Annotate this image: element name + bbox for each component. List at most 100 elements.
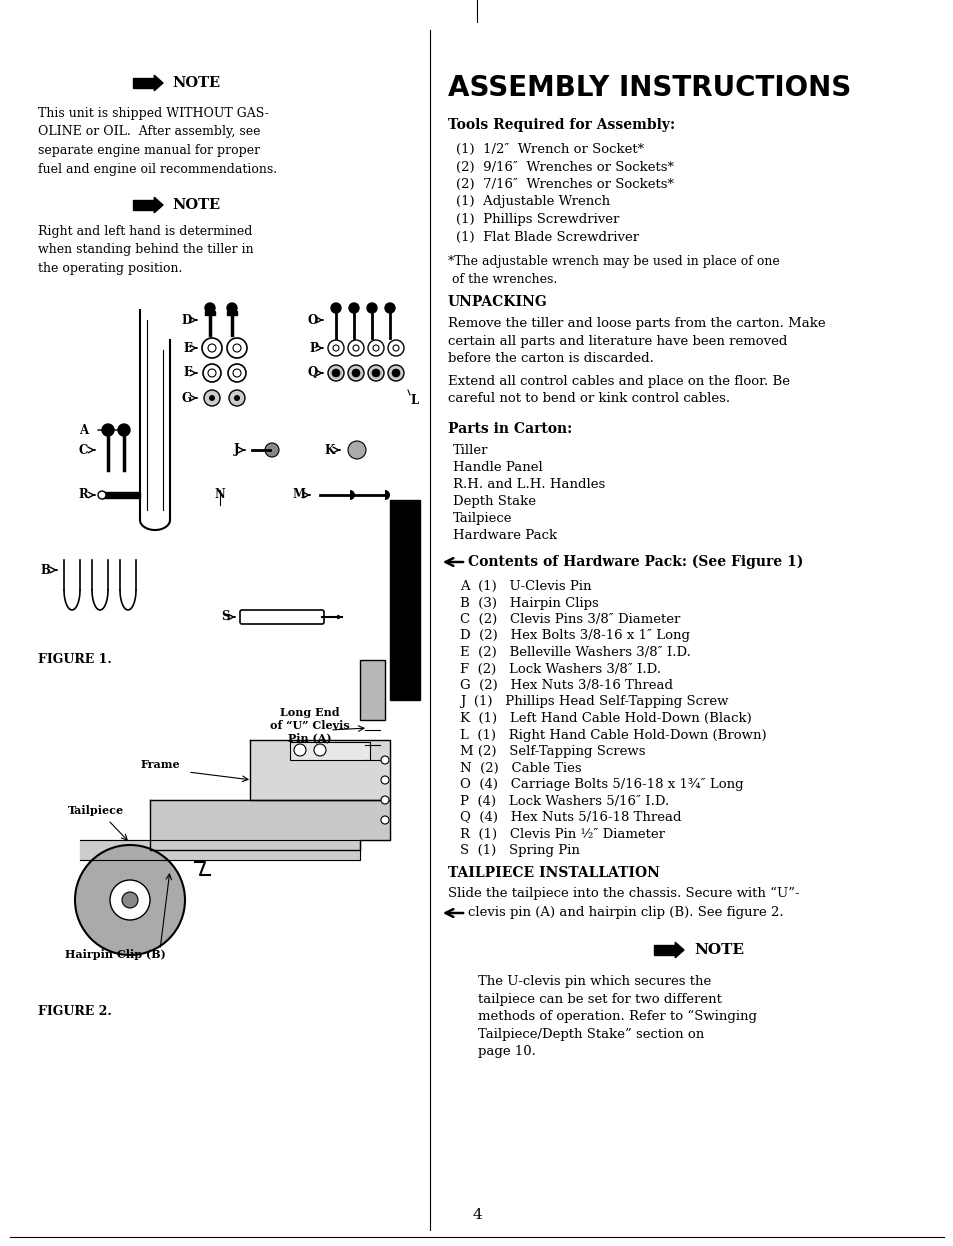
Text: Frame: Frame [140, 760, 180, 770]
Circle shape [314, 744, 326, 756]
Circle shape [380, 756, 389, 764]
Bar [359, 660, 385, 720]
Text: Contents of Hardware Pack: (See Figure 1): Contents of Hardware Pack: (See Figure 1… [468, 554, 802, 569]
Polygon shape [154, 75, 163, 91]
Text: The U-clevis pin which secures the
tailpiece can be set for two different
method: The U-clevis pin which secures the tailp… [477, 976, 757, 1058]
Bar [205, 312, 214, 315]
Circle shape [380, 776, 389, 784]
Circle shape [98, 491, 106, 498]
Text: E: E [183, 341, 192, 355]
Circle shape [102, 424, 113, 436]
Polygon shape [150, 800, 390, 850]
Text: Remove the tiller and loose parts from the carton. Make
certain all parts and li: Remove the tiller and loose parts from t… [448, 316, 824, 365]
Circle shape [265, 444, 278, 457]
Text: Tailpiece: Tailpiece [453, 512, 512, 525]
Text: M (2)   Self-Tapping Screws: M (2) Self-Tapping Screws [459, 745, 645, 758]
Text: F  (2)   Lock Washers 3/8″ I.D.: F (2) Lock Washers 3/8″ I.D. [459, 663, 660, 675]
Text: Tiller: Tiller [453, 444, 488, 457]
Text: (1)  1/2″  Wrench or Socket*: (1) 1/2″ Wrench or Socket* [456, 143, 643, 156]
Bar [133, 77, 154, 88]
Circle shape [372, 369, 379, 378]
Text: (2)  9/16″  Wrenches or Sockets*: (2) 9/16″ Wrenches or Sockets* [456, 161, 673, 173]
Text: N: N [214, 488, 225, 501]
Text: A  (1)   U-Clevis Pin: A (1) U-Clevis Pin [459, 579, 591, 593]
Circle shape [348, 441, 366, 459]
Circle shape [122, 892, 138, 908]
Text: (2)  7/16″  Wrenches or Sockets*: (2) 7/16″ Wrenches or Sockets* [456, 178, 673, 191]
Text: NOTE: NOTE [693, 943, 743, 957]
Circle shape [110, 880, 150, 920]
Text: UNPACKING: UNPACKING [448, 295, 547, 309]
Circle shape [294, 744, 306, 756]
Text: C: C [78, 444, 88, 456]
Text: *The adjustable wrench may be used in place of one
 of the wrenches.: *The adjustable wrench may be used in pl… [448, 255, 779, 287]
Circle shape [349, 303, 358, 313]
Text: Parts in Carton:: Parts in Carton: [448, 422, 572, 436]
Text: Tailpiece: Tailpiece [68, 805, 124, 815]
Text: P  (4)   Lock Washers 5/16″ I.D.: P (4) Lock Washers 5/16″ I.D. [459, 795, 669, 807]
Bar [227, 312, 236, 315]
Polygon shape [80, 840, 359, 860]
Text: B: B [40, 563, 50, 577]
Bar [290, 743, 370, 760]
Text: 4: 4 [472, 1209, 481, 1222]
Circle shape [229, 390, 245, 406]
Circle shape [368, 365, 384, 381]
Text: G  (2)   Hex Nuts 3/8-16 Thread: G (2) Hex Nuts 3/8-16 Thread [459, 679, 672, 692]
Text: R.H. and L.H. Handles: R.H. and L.H. Handles [453, 478, 604, 491]
Text: L: L [410, 394, 417, 406]
Text: Extend all control cables and place on the floor. Be
careful not to bend or kink: Extend all control cables and place on t… [448, 375, 789, 405]
Bar [390, 500, 419, 700]
Text: E  (2)   Belleville Washers 3/8″ I.D.: E (2) Belleville Washers 3/8″ I.D. [459, 645, 690, 659]
Text: Tools Required for Assembly:: Tools Required for Assembly: [448, 118, 675, 132]
Text: G: G [182, 391, 192, 405]
Circle shape [118, 424, 130, 436]
Text: Hardware Pack: Hardware Pack [453, 530, 557, 542]
Circle shape [227, 303, 236, 313]
Text: Handle Panel: Handle Panel [453, 461, 542, 473]
Circle shape [367, 303, 376, 313]
Text: ASSEMBLY INSTRUCTIONS: ASSEMBLY INSTRUCTIONS [448, 74, 850, 102]
Text: R: R [78, 488, 88, 501]
Text: D  (2)   Hex Bolts 3/8-16 x 1″ Long: D (2) Hex Bolts 3/8-16 x 1″ Long [459, 629, 689, 643]
Text: O: O [308, 314, 317, 326]
Text: C  (2)   Clevis Pins 3/8″ Diameter: C (2) Clevis Pins 3/8″ Diameter [459, 613, 679, 625]
Circle shape [388, 365, 403, 381]
Circle shape [209, 395, 214, 401]
Text: (1)  Phillips Screwdriver: (1) Phillips Screwdriver [456, 213, 618, 226]
Circle shape [75, 845, 185, 954]
Bar [133, 199, 154, 211]
Circle shape [332, 369, 339, 378]
Text: A: A [79, 424, 88, 436]
Text: Q: Q [308, 366, 317, 380]
Text: S  (1)   Spring Pin: S (1) Spring Pin [459, 844, 579, 857]
Text: D: D [182, 314, 192, 326]
Polygon shape [250, 740, 390, 800]
Text: R  (1)   Clevis Pin ½″ Diameter: R (1) Clevis Pin ½″ Diameter [459, 827, 664, 841]
Circle shape [204, 390, 220, 406]
Text: (1)  Flat Blade Screwdriver: (1) Flat Blade Screwdriver [456, 231, 639, 243]
Wedge shape [385, 490, 390, 500]
Text: O  (4)   Carriage Bolts 5/16-18 x 1¾″ Long: O (4) Carriage Bolts 5/16-18 x 1¾″ Long [459, 778, 742, 791]
Polygon shape [154, 197, 163, 213]
Text: F: F [184, 366, 192, 380]
Circle shape [331, 303, 340, 313]
Text: B  (3)   Hairpin Clips: B (3) Hairpin Clips [459, 597, 598, 609]
Wedge shape [350, 490, 355, 500]
Text: FIGURE 2.: FIGURE 2. [38, 1006, 112, 1018]
Circle shape [328, 365, 344, 381]
Text: P: P [309, 341, 317, 355]
Circle shape [348, 365, 364, 381]
Text: TAILPIECE INSTALLATION: TAILPIECE INSTALLATION [448, 866, 659, 880]
Text: clevis pin (A) and hairpin clip (B). See figure 2.: clevis pin (A) and hairpin clip (B). See… [468, 906, 782, 920]
Circle shape [380, 816, 389, 824]
Circle shape [392, 369, 399, 378]
Bar [102, 492, 140, 498]
Text: Slide the tailpiece into the chassis. Secure with “U”-: Slide the tailpiece into the chassis. Se… [448, 887, 799, 900]
Text: Long End
of “U” Clevis
Pin (A): Long End of “U” Clevis Pin (A) [270, 706, 350, 744]
Text: NOTE: NOTE [172, 198, 220, 212]
Text: Depth Stake: Depth Stake [453, 495, 536, 508]
Bar [38, 695, 419, 992]
Text: S: S [221, 611, 230, 623]
Circle shape [233, 395, 240, 401]
